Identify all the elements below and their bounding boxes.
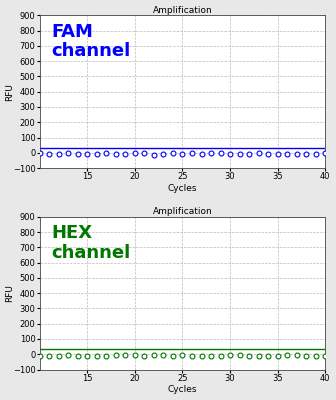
Y-axis label: RFU: RFU (6, 284, 14, 302)
X-axis label: Cycles: Cycles (168, 184, 197, 193)
Y-axis label: RFU: RFU (6, 83, 14, 101)
Title: Amplification: Amplification (153, 207, 212, 216)
Text: FAM
channel: FAM channel (51, 23, 130, 60)
X-axis label: Cycles: Cycles (168, 386, 197, 394)
Title: Amplification: Amplification (153, 6, 212, 14)
Text: HEX
channel: HEX channel (51, 224, 130, 262)
